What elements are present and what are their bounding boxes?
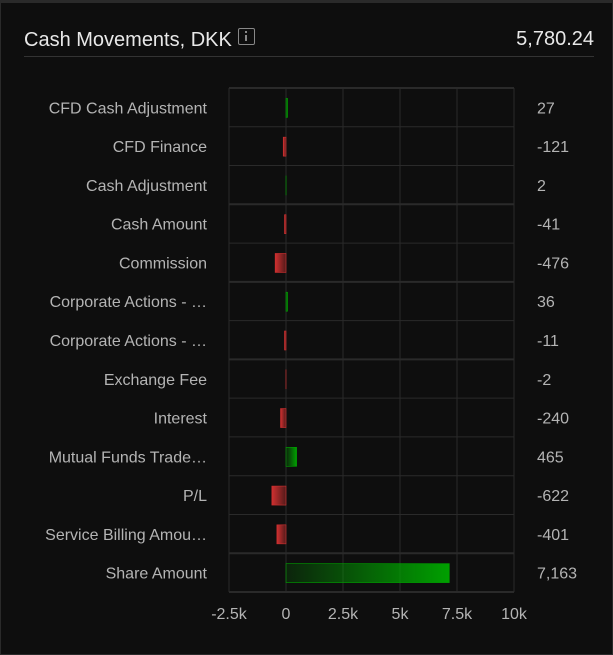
value-label: -240 [537, 411, 569, 428]
category-label: Service Billing Amou… [45, 527, 207, 544]
category-label: Exchange Fee [104, 372, 207, 389]
value-label: -401 [537, 527, 569, 544]
bar [285, 331, 287, 350]
value-label: 465 [537, 449, 564, 466]
value-label: -2 [537, 372, 551, 389]
category-label: P/L [183, 488, 207, 505]
value-label: -41 [537, 217, 560, 234]
value-label: -11 [537, 333, 559, 350]
x-tick-label: 2.5k [328, 606, 359, 623]
bar [285, 215, 287, 234]
x-tick-label: 7.5k [442, 606, 473, 623]
category-label: Mutual Funds Trade… [49, 449, 207, 466]
bar [286, 564, 449, 583]
category-label: Cash Adjustment [86, 178, 208, 195]
x-tick-label: 0 [282, 606, 291, 623]
value-label: 36 [537, 294, 555, 311]
category-label: Corporate Actions - … [50, 294, 207, 311]
bar [272, 486, 286, 505]
category-label: Commission [119, 255, 207, 272]
category-label: Cash Amount [111, 217, 208, 234]
bar [286, 447, 297, 466]
bar [286, 98, 288, 117]
x-tick-label: 5k [392, 606, 410, 623]
category-label: Corporate Actions - … [50, 333, 207, 350]
x-tick-label: 10k [501, 606, 528, 623]
value-label: -622 [537, 488, 569, 505]
value-label: 7,163 [537, 566, 577, 583]
bar [275, 253, 286, 272]
x-tick-label: -2.5k [211, 606, 248, 623]
category-label: Interest [154, 411, 208, 428]
value-label: 27 [537, 100, 555, 117]
category-label: CFD Cash Adjustment [49, 100, 208, 117]
bar [283, 137, 286, 156]
value-label: 2 [537, 178, 546, 195]
category-label: Share Amount [106, 566, 208, 583]
value-label: -121 [537, 139, 569, 156]
bar [286, 292, 288, 311]
bar [281, 409, 286, 428]
bar [277, 525, 286, 544]
value-label: -476 [537, 255, 569, 272]
category-label: CFD Finance [113, 139, 207, 156]
